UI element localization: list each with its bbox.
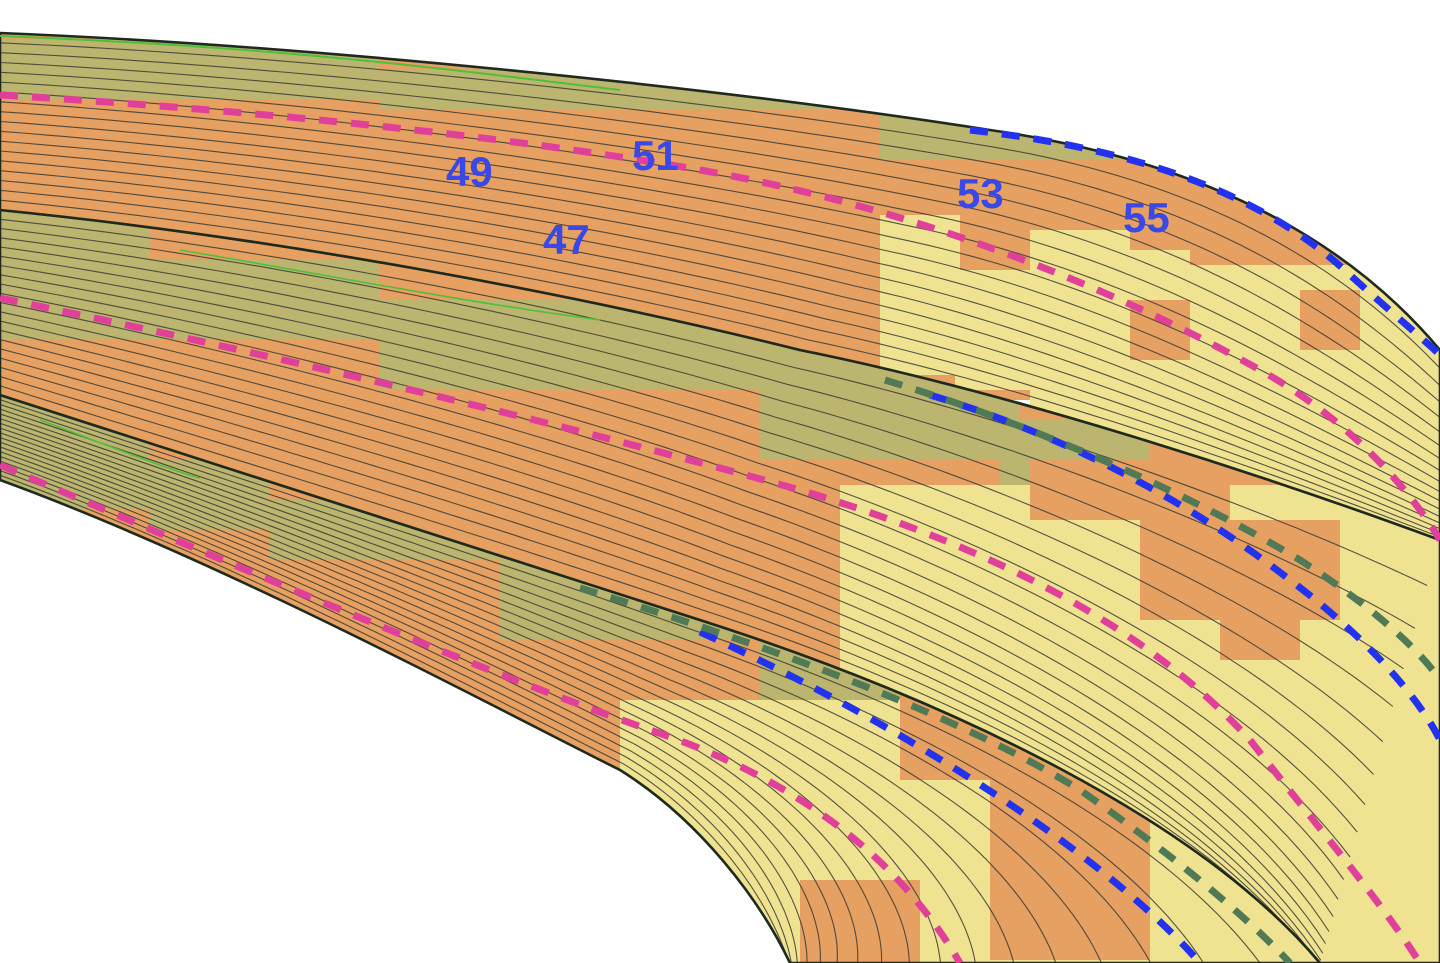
upper-band-zone-olive (880, 100, 1440, 160)
upper-band-contour-line (0, 101, 1440, 460)
middle-band-contour-line (0, 237, 1404, 670)
middle-band-contour-line (0, 366, 1321, 963)
middle-band-contour-line (0, 274, 1366, 805)
pink-dashed-line-upper (0, 91, 1440, 542)
upper-band-outline (0, 31, 1440, 542)
upper-band-contour-line (0, 160, 1440, 518)
green-dashed-line-lower (578, 584, 1293, 963)
middle-band-contour-line (0, 357, 1322, 961)
middle-band-contour-line (0, 301, 1345, 880)
upper-band-contours (0, 42, 1440, 538)
upper-band-contour-line (0, 71, 1440, 418)
lower-band-contour-line (0, 427, 976, 963)
lower-band-contour-line (0, 455, 821, 963)
middle-band-contour-line (0, 246, 1394, 707)
blue-dashed-line-lower (698, 628, 1203, 963)
lower-band-contour-line (0, 474, 791, 963)
middle-band-contour-line (0, 338, 1326, 944)
lower-band-contour-line (0, 470, 792, 963)
upper-band-contour-line (0, 91, 1440, 447)
upper-band-contour-line (0, 120, 1440, 483)
green-dashed-line-middle (883, 376, 1440, 682)
upper-band-zone-olive (0, 40, 380, 100)
middle-band-contours (0, 218, 1428, 963)
lower-band-zone-yellow (610, 770, 810, 963)
lower-band-contour-line (0, 465, 798, 963)
middle-band-contour-line (0, 348, 1324, 954)
label-55: 55 (1123, 194, 1170, 241)
label-53: 53 (957, 170, 1004, 217)
middle-band-contour-line (0, 311, 1339, 900)
upper-band-contour-line (0, 42, 1440, 369)
pink-dashed-line-lower (0, 461, 964, 963)
upper-band-contour-line (0, 140, 1440, 502)
middle-band-contour-line (0, 385, 1321, 963)
middle-band-zone-orange (1220, 570, 1300, 660)
middle-band-zone-olive (150, 260, 380, 340)
upper-band-contour-line (0, 81, 1440, 433)
lower-band-contour-line (0, 422, 1015, 963)
middle-band-contour-line (0, 218, 1428, 586)
lower-band-contour-line (0, 399, 1261, 963)
label-47: 47 (543, 216, 590, 263)
middle-band-contour-line (0, 375, 1321, 963)
lower-band-contour-line (0, 451, 838, 963)
upper-band-contour-line (0, 150, 1440, 510)
dashed-guide-lines (0, 91, 1440, 963)
middle-band-contour-line (0, 320, 1334, 917)
upper-band-contour-line (0, 179, 1440, 530)
lower-band-contour-line (0, 446, 859, 963)
upper-band-contour-line (0, 199, 1440, 538)
lower-band-contour-line (0, 436, 910, 963)
label-49: 49 (446, 148, 493, 195)
middle-band-contour-line (0, 329, 1330, 932)
label-51: 51 (632, 132, 679, 179)
middle-band-contour-line (0, 292, 1351, 858)
lower-band-contour-line (0, 432, 942, 963)
lower-band-contour-line (0, 413, 1102, 963)
lower-band-contour-line (0, 460, 808, 963)
upper-band-contour-line (0, 189, 1440, 534)
middle-band-contour-line (0, 255, 1384, 743)
green-edge-highlight (0, 35, 621, 91)
lower-band-contour-line (0, 403, 1204, 963)
lower-band-contour-line (0, 418, 1057, 963)
upper-band-contour-line (0, 61, 1440, 403)
green-edge-highlight (179, 249, 601, 321)
green-edge-highlight (39, 419, 201, 479)
lower-band-contour-line (0, 408, 1152, 963)
lower-band-contour-line (0, 441, 883, 963)
lower-band-contours (0, 399, 1261, 963)
upper-band-contour-line (0, 52, 1440, 386)
upper-band-contour-line (0, 130, 1440, 493)
upper-band-zone-orange (1300, 290, 1360, 350)
lower-band-zone-orange (800, 880, 920, 963)
level-labels: 47 49 51 53 55 (446, 132, 1170, 263)
upper-band-contour-line (0, 170, 1440, 524)
pink-dashed-line-middle (0, 294, 1423, 963)
middle-band-contour-line (0, 264, 1374, 775)
